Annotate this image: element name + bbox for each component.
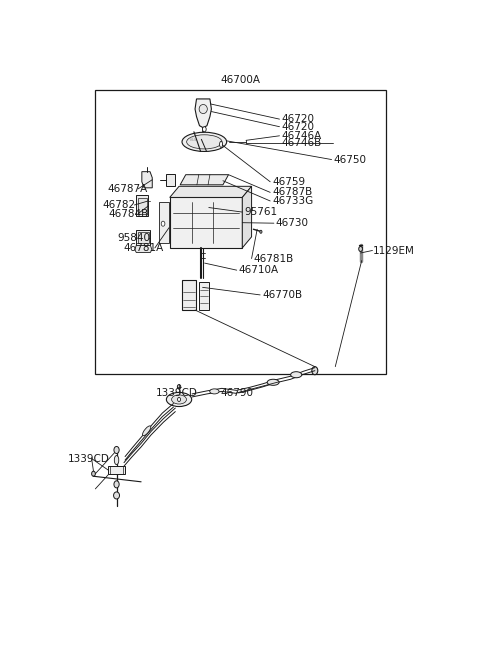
Text: 1129EM: 1129EM <box>372 247 414 256</box>
Polygon shape <box>166 174 175 186</box>
Ellipse shape <box>359 247 362 251</box>
Polygon shape <box>135 245 152 253</box>
Bar <box>182 279 196 310</box>
Text: 95761: 95761 <box>244 207 277 217</box>
Ellipse shape <box>260 230 262 234</box>
Text: 46720: 46720 <box>281 114 314 124</box>
Text: 46746A: 46746A <box>281 131 322 141</box>
Ellipse shape <box>161 221 165 226</box>
Polygon shape <box>158 203 169 243</box>
Polygon shape <box>242 186 252 248</box>
Ellipse shape <box>92 471 96 476</box>
Bar <box>96 90 385 374</box>
Bar <box>108 466 125 474</box>
Ellipse shape <box>114 492 120 499</box>
Ellipse shape <box>199 104 207 113</box>
Text: 46790: 46790 <box>220 388 253 398</box>
Polygon shape <box>195 99 211 128</box>
Ellipse shape <box>143 426 151 436</box>
Text: 46782: 46782 <box>103 200 136 210</box>
Ellipse shape <box>114 481 119 488</box>
Ellipse shape <box>210 389 219 394</box>
Text: 46710A: 46710A <box>239 265 279 275</box>
Ellipse shape <box>178 398 180 401</box>
Text: 46700A: 46700A <box>220 75 261 85</box>
Text: 46730: 46730 <box>276 218 309 228</box>
Bar <box>136 230 150 245</box>
Ellipse shape <box>312 367 318 375</box>
Text: 46781B: 46781B <box>253 253 294 264</box>
Text: 1339CD: 1339CD <box>156 388 198 398</box>
Text: 95840: 95840 <box>118 233 151 243</box>
Text: 46781A: 46781A <box>123 243 164 253</box>
Text: 46720: 46720 <box>281 122 314 132</box>
Text: 1339CD: 1339CD <box>68 453 110 464</box>
Ellipse shape <box>203 127 206 132</box>
Ellipse shape <box>142 198 148 204</box>
Polygon shape <box>170 186 252 197</box>
Text: 46746B: 46746B <box>281 138 322 148</box>
Ellipse shape <box>291 372 302 378</box>
Bar <box>138 232 149 243</box>
Text: 46784B: 46784B <box>108 209 149 218</box>
Ellipse shape <box>219 141 223 148</box>
Text: 46787B: 46787B <box>272 188 312 197</box>
Text: kia: kia <box>190 137 198 142</box>
Ellipse shape <box>178 384 180 389</box>
Ellipse shape <box>182 133 227 152</box>
Bar <box>199 282 209 310</box>
Bar <box>170 197 242 248</box>
Polygon shape <box>180 174 228 185</box>
Ellipse shape <box>167 392 192 407</box>
Text: 46770B: 46770B <box>262 290 302 300</box>
Text: 46759: 46759 <box>272 176 305 187</box>
Bar <box>136 195 148 216</box>
Text: 46733G: 46733G <box>272 196 313 206</box>
Ellipse shape <box>267 379 279 385</box>
Ellipse shape <box>172 395 186 404</box>
Ellipse shape <box>114 455 119 464</box>
Bar <box>138 198 147 214</box>
Ellipse shape <box>114 447 119 453</box>
Polygon shape <box>142 172 152 188</box>
Ellipse shape <box>187 134 222 149</box>
Text: 46787A: 46787A <box>108 184 148 194</box>
Ellipse shape <box>202 203 208 212</box>
Text: 46750: 46750 <box>334 155 366 165</box>
